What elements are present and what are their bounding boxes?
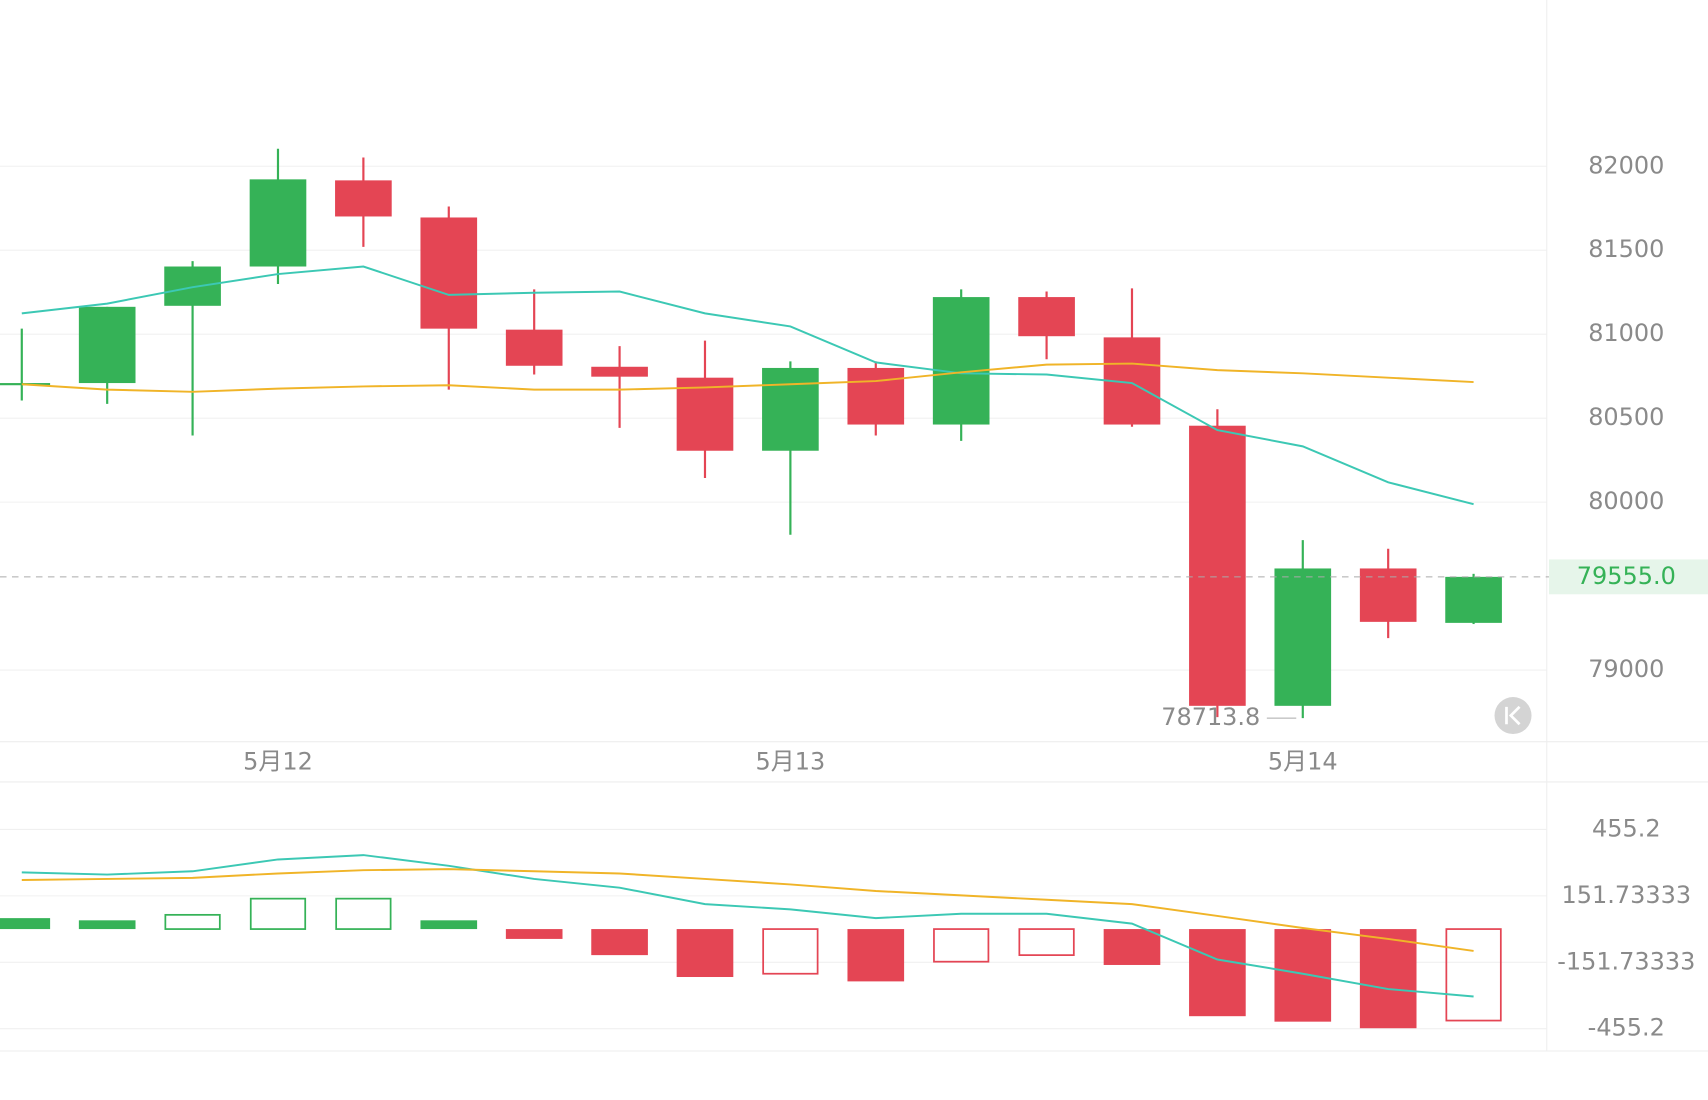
macd-bar	[762, 928, 819, 975]
macd-bar	[1359, 929, 1417, 1029]
last-price-box	[1548, 559, 1708, 595]
y-tick-label: -151.73333	[1557, 947, 1695, 975]
candle-body	[762, 367, 819, 451]
ma-line	[21, 265, 1474, 506]
macd-bar	[1103, 929, 1161, 965]
y-tick-label: 82000	[1588, 151, 1664, 179]
macd-bar	[335, 897, 392, 930]
y-tick-label: 80000	[1588, 487, 1664, 515]
candle-body	[505, 329, 563, 366]
low-label: 78713.8	[1161, 703, 1260, 731]
macd-bar	[0, 918, 51, 930]
y-tick-label: 81500	[1588, 235, 1664, 263]
y-tick-label: 80500	[1588, 403, 1664, 431]
x-tick-label: 5月14	[1268, 747, 1338, 775]
candle-body	[1274, 568, 1332, 706]
macd-bar	[676, 929, 734, 978]
macd-bar	[1018, 928, 1075, 956]
x-tick-label: 5月12	[243, 747, 313, 775]
macd-bar	[505, 929, 563, 939]
macd-bar	[591, 929, 648, 956]
ma-line	[21, 854, 1474, 998]
candle-body	[335, 180, 392, 217]
y-tick-label: 455.2	[1592, 814, 1661, 842]
ma-line	[21, 362, 1474, 393]
candle-body	[164, 266, 221, 306]
candle-body	[420, 217, 478, 329]
y-tick-label: 79000	[1588, 655, 1664, 683]
candle-body	[1189, 425, 1246, 706]
y-tick-label: 81000	[1588, 319, 1664, 347]
reset-button[interactable]	[1494, 697, 1532, 735]
ma-line	[21, 868, 1474, 952]
macd-bar	[847, 929, 905, 982]
candle-body	[847, 367, 905, 425]
macd-bar	[249, 897, 307, 930]
candle-body	[249, 179, 307, 267]
y-tick-label: -455.2	[1588, 1014, 1665, 1042]
candle-body	[591, 366, 648, 377]
candle-body	[932, 297, 990, 425]
candle-body	[676, 377, 734, 451]
macd-bar	[420, 920, 478, 930]
reset-button-bg[interactable]	[1494, 697, 1532, 735]
macd-bar	[164, 913, 221, 930]
y-tick-label: 151.73333	[1562, 881, 1692, 909]
macd-bar	[933, 928, 990, 963]
macd-bar	[1189, 929, 1246, 1017]
reset-icon[interactable]	[1505, 705, 1521, 726]
candle-body	[78, 306, 136, 384]
x-tick-label: 5月13	[756, 747, 826, 775]
candle-body	[1018, 297, 1075, 337]
macd-bar	[1445, 928, 1502, 1022]
last-price-label: 79555.0	[1577, 562, 1676, 590]
macd-bar	[78, 920, 136, 930]
candle-body	[1445, 576, 1502, 623]
macd-bar	[1274, 929, 1332, 1022]
